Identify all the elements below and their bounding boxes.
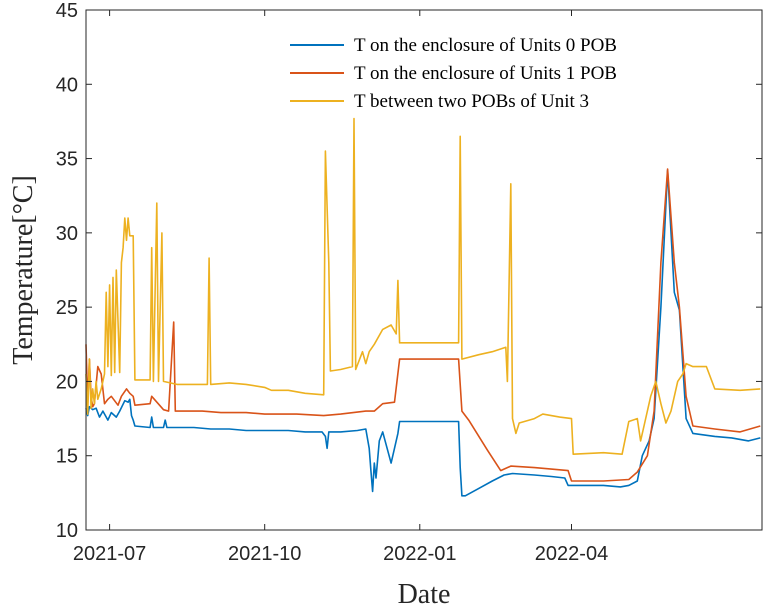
y-tick-label: 25 bbox=[56, 297, 78, 319]
y-tick-label: 35 bbox=[56, 149, 78, 171]
legend: T on the enclosure of Units 0 POB T on th… bbox=[290, 35, 617, 112]
x-tick-label: 2022-04 bbox=[535, 543, 608, 565]
x-tick-label: 2021-10 bbox=[228, 543, 301, 565]
x-tick-label: 2021-07 bbox=[73, 543, 146, 565]
y-tick-label: 40 bbox=[56, 74, 78, 96]
series-line-2 bbox=[85, 117, 761, 455]
legend-label-1: T on the enclosure of Units 1 POB bbox=[354, 63, 617, 84]
y-tick-label: 30 bbox=[56, 223, 78, 245]
legend-label-2: T between two POBs of Unit 3 bbox=[354, 91, 589, 112]
ticks-layer: 10 15 20 25 30 35 40 45 2021-07 2021-10 2022-01 202… bbox=[56, 0, 762, 565]
series-line-0 bbox=[85, 169, 761, 497]
y-tick-label: 15 bbox=[56, 446, 78, 468]
series-layer bbox=[85, 117, 761, 497]
y-axis-label: Temperature[°C] bbox=[8, 175, 39, 365]
y-tick-label: 20 bbox=[56, 371, 78, 393]
x-tick-label: 2022-01 bbox=[383, 543, 456, 565]
legend-label-0: T on the enclosure of Units 0 POB bbox=[354, 35, 617, 56]
y-tick-label: 45 bbox=[56, 0, 78, 22]
y-tick-label: 10 bbox=[56, 520, 78, 542]
series-line-1 bbox=[85, 168, 761, 482]
axes-box bbox=[85, 9, 763, 531]
x-axis-label: Date bbox=[398, 579, 451, 608]
